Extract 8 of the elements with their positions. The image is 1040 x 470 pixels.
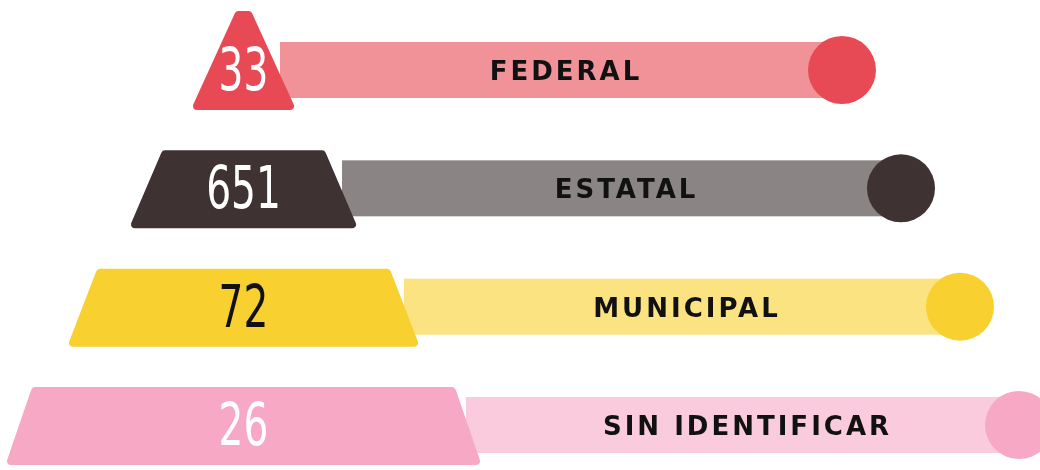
data-label: 33	[218, 35, 269, 104]
data-label: 651	[206, 154, 281, 222]
category-label: FEDERAL	[489, 56, 643, 86]
data-label: 26	[218, 390, 269, 459]
data-label: 72	[218, 272, 269, 341]
category-label: ESTATAL	[554, 174, 699, 205]
category-label: MUNICIPAL	[593, 292, 781, 323]
category-label: SIN IDENTIFICAR	[602, 411, 893, 441]
